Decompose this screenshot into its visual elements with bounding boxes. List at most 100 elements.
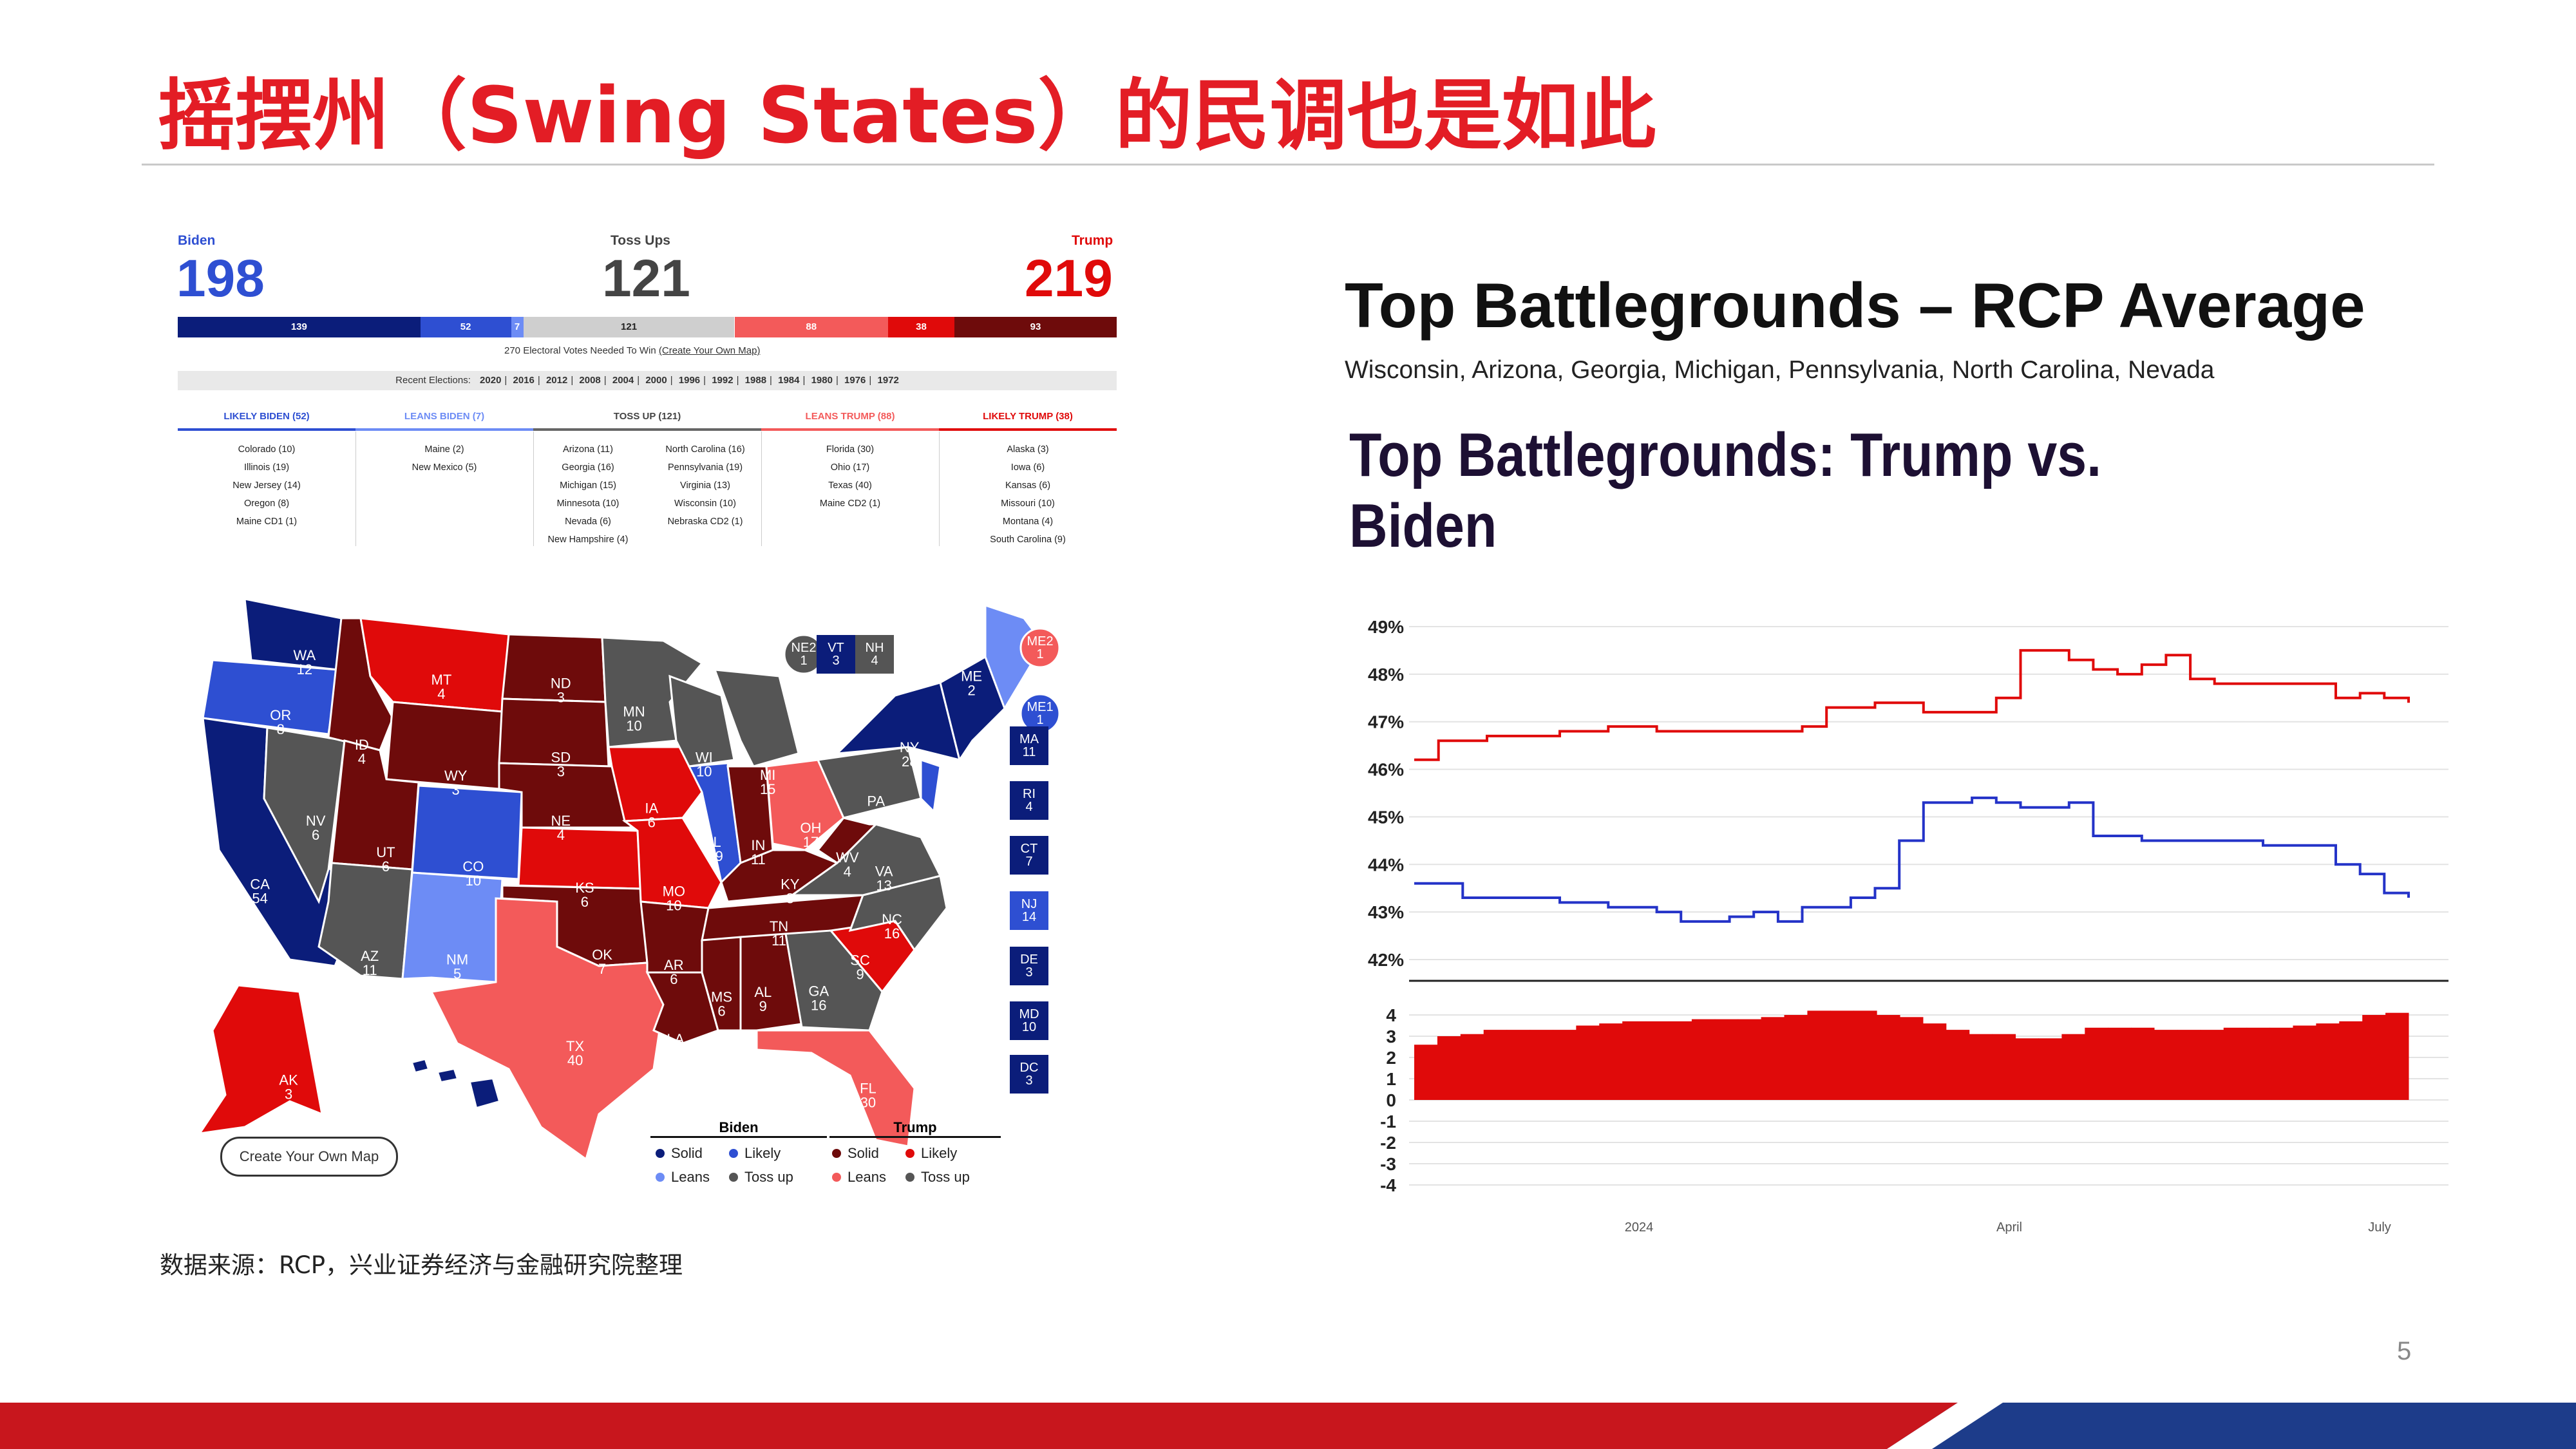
chart-title: Top Battlegrounds: Trump vs. Biden (1349, 421, 2102, 560)
map-state-ev: 3 (557, 763, 565, 779)
state-mi[interactable] (713, 668, 800, 768)
legend-item: Leans (656, 1169, 710, 1186)
small-state-marker[interactable] (1019, 627, 1061, 668)
map-state-label: IN 11 (751, 837, 766, 867)
state-ms[interactable] (701, 936, 742, 1032)
state-oh[interactable] (765, 759, 845, 851)
y-tick-label: 4 (1386, 1005, 1396, 1025)
legend-biden-header: Biden (650, 1119, 827, 1138)
year-link[interactable]: 2000 (645, 375, 667, 386)
list-item: Maine CD1 (1) (236, 516, 298, 527)
year-link[interactable]: 2004 (612, 375, 634, 386)
state-ak[interactable] (197, 984, 323, 1135)
small-state-ev: 3 (1025, 1074, 1032, 1088)
year-link[interactable]: 2016 (513, 375, 535, 386)
small-state-marker[interactable] (817, 635, 855, 674)
map-state-ev: 10 (666, 897, 681, 913)
map-state-abbr: NC (882, 911, 902, 927)
create-your-own-map-button[interactable]: Create Your Own Map (220, 1137, 398, 1177)
map-state-abbr: MN (623, 703, 645, 719)
year-link[interactable]: 1976 (844, 375, 866, 386)
state-hi[interactable] (411, 1058, 500, 1109)
small-state-abbr: MA (1019, 732, 1039, 746)
column-divider (939, 431, 940, 546)
legend-swatch (905, 1149, 914, 1158)
year-link[interactable]: 2020 (480, 375, 502, 386)
bar (1483, 1030, 1508, 1100)
map-state-label: CA 54 (250, 876, 270, 906)
state-wi[interactable] (668, 674, 735, 768)
y-tick-label: 43% (1368, 902, 1404, 922)
map-state-abbr: GA (808, 983, 829, 999)
y-tick-label: 1 (1386, 1069, 1396, 1089)
state-nm[interactable] (401, 871, 504, 983)
map-states-group (197, 598, 1045, 1161)
small-state-marker[interactable] (1010, 1055, 1048, 1094)
small-state-marker[interactable] (1010, 726, 1048, 765)
list-item: Nevada (6) (565, 516, 611, 527)
column-divider (533, 431, 534, 546)
list-item: Ohio (17) (830, 462, 870, 473)
legend-item: Likely (905, 1145, 957, 1162)
small-state-marker[interactable] (1010, 947, 1048, 985)
year-link[interactable]: 1984 (778, 375, 800, 386)
state-nj[interactable] (920, 758, 942, 814)
small-state-marker[interactable] (1010, 781, 1048, 820)
bar (1761, 1017, 1785, 1100)
year-link[interactable]: 1996 (678, 375, 701, 386)
small-state-marker[interactable] (855, 635, 894, 674)
legend-label: Toss up (744, 1169, 793, 1185)
map-state-abbr: KS (575, 880, 594, 896)
state-ky[interactable] (720, 849, 840, 903)
state-tx[interactable] (430, 897, 665, 1161)
y-tick-label: 2 (1386, 1048, 1396, 1068)
small-state-abbr: VT (828, 641, 844, 655)
map-state-abbr: PA (867, 793, 885, 809)
year-link[interactable]: 1988 (744, 375, 767, 386)
year-link[interactable]: 1992 (712, 375, 734, 386)
state-ga[interactable] (784, 929, 884, 1032)
bar (2131, 1027, 2155, 1100)
bar (1530, 1030, 1553, 1100)
state-wv[interactable] (816, 817, 878, 864)
small-state-label: ME1 1 (1027, 700, 1053, 727)
map-state-abbr: HI (533, 1179, 547, 1195)
small-state-ev: 14 (1022, 910, 1036, 924)
year-link[interactable]: 1972 (877, 375, 899, 386)
state-fl[interactable] (755, 1029, 916, 1148)
small-state-marker[interactable] (1010, 836, 1048, 875)
list-item: Florida (30) (826, 444, 875, 455)
map-state-abbr: OR (270, 707, 291, 723)
small-state-marker[interactable] (1010, 1001, 1048, 1040)
state-nd[interactable] (501, 633, 607, 703)
list-item: Iowa (6) (1010, 462, 1045, 473)
line-series-path (1414, 796, 2410, 923)
state-al[interactable] (739, 933, 803, 1032)
list-item: Georgia (16) (562, 462, 614, 473)
state-mn[interactable] (601, 636, 704, 748)
map-state-ev: 10 (626, 717, 641, 734)
map-state-label: FL 30 (860, 1081, 876, 1111)
x-tick-label: April (1996, 1220, 2022, 1235)
state-ne-new-england[interactable] (939, 655, 1006, 762)
small-state-marker[interactable] (1010, 891, 1048, 930)
small-state-label: CT 7 (1021, 842, 1038, 869)
year-link[interactable]: 2012 (545, 375, 568, 386)
map-state-label: NV 6 (306, 813, 326, 843)
map-state-label: WA 12 (294, 647, 316, 677)
state-ny[interactable] (835, 681, 961, 762)
map-state-label: TN 11 (770, 918, 788, 949)
small-state-abbr: ME1 (1027, 700, 1053, 714)
bar (1460, 1034, 1484, 1100)
year-link[interactable]: 1980 (811, 375, 833, 386)
create-map-link[interactable]: (Create Your Own Map) (658, 345, 761, 356)
map-state-ev: 6 (382, 858, 390, 875)
legend-trump-header: Trump (829, 1119, 1001, 1138)
year-link[interactable]: 2008 (579, 375, 601, 386)
bar (1668, 1021, 1692, 1100)
map-state-label: MI 15 (760, 767, 775, 797)
bar (1645, 1021, 1669, 1100)
small-state-ev: 4 (1025, 800, 1032, 814)
bar (2177, 1030, 2201, 1100)
